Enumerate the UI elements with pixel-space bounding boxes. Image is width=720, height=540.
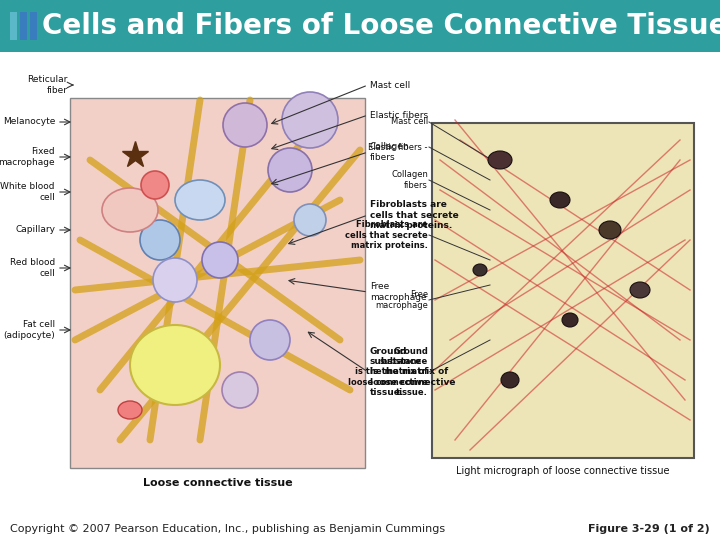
Text: Copyright © 2007 Pearson Education, Inc., publishing as Benjamin Cummings: Copyright © 2007 Pearson Education, Inc.…: [10, 524, 445, 534]
Text: Loose connective tissue: Loose connective tissue: [143, 478, 292, 488]
Text: Elastic fibers: Elastic fibers: [370, 111, 428, 119]
Ellipse shape: [501, 372, 519, 388]
Text: Light micrograph of loose connective tissue: Light micrograph of loose connective tis…: [456, 466, 670, 476]
Text: Fibroblasts are
cells that secrete
matrix proteins.: Fibroblasts are cells that secrete matri…: [370, 200, 459, 230]
Ellipse shape: [175, 180, 225, 220]
Ellipse shape: [294, 204, 326, 236]
Text: Mast cell: Mast cell: [391, 118, 428, 126]
Ellipse shape: [222, 372, 258, 408]
Ellipse shape: [473, 264, 487, 276]
Ellipse shape: [562, 313, 578, 327]
Ellipse shape: [202, 242, 238, 278]
Ellipse shape: [130, 325, 220, 405]
Ellipse shape: [102, 188, 158, 232]
Text: Free
macrophage: Free macrophage: [370, 282, 427, 302]
Text: Reticular
fiber: Reticular fiber: [27, 75, 68, 94]
Ellipse shape: [153, 258, 197, 302]
Text: Fibroblasts are
cells that secrete
matrix proteins.: Fibroblasts are cells that secrete matri…: [346, 220, 428, 250]
Text: Ground
substance
is the matrix of
loose connective
tissue.: Ground substance is the matrix of loose …: [348, 347, 428, 397]
Text: Red blood
cell: Red blood cell: [10, 258, 55, 278]
Bar: [20, 12, 27, 40]
Text: Mast cell: Mast cell: [370, 80, 410, 90]
Text: Free
macrophage: Free macrophage: [375, 291, 428, 310]
Ellipse shape: [118, 401, 142, 419]
Text: Capillary: Capillary: [15, 226, 55, 234]
Text: Ground
substance
is the matrix of
loose connective
tissue.: Ground substance is the matrix of loose …: [370, 347, 456, 397]
Bar: [10, 12, 17, 40]
Ellipse shape: [250, 320, 290, 360]
Ellipse shape: [488, 151, 512, 169]
Bar: [432, 123, 694, 458]
Text: Melanocyte: Melanocyte: [3, 118, 55, 126]
Text: Fixed
macrophage: Fixed macrophage: [0, 147, 55, 167]
Bar: [70, 98, 365, 468]
Ellipse shape: [630, 282, 650, 298]
Ellipse shape: [282, 92, 338, 148]
Text: Collagen
fibers: Collagen fibers: [370, 143, 410, 161]
Text: Collagen
fibers: Collagen fibers: [391, 170, 428, 190]
Text: Figure 3-29 (1 of 2): Figure 3-29 (1 of 2): [588, 524, 710, 534]
Text: Fat cell
(adipocyte): Fat cell (adipocyte): [4, 320, 55, 340]
Ellipse shape: [599, 221, 621, 239]
Ellipse shape: [140, 220, 180, 260]
Bar: [0, 0, 720, 52]
Ellipse shape: [141, 171, 169, 199]
Ellipse shape: [268, 148, 312, 192]
Ellipse shape: [223, 103, 267, 147]
Text: Cells and Fibers of Loose Connective Tissue: Cells and Fibers of Loose Connective Tis…: [42, 12, 720, 40]
Bar: [30, 12, 37, 40]
Ellipse shape: [550, 192, 570, 208]
Text: Elastic fibers -: Elastic fibers -: [369, 143, 428, 152]
Text: White blood
cell: White blood cell: [1, 183, 55, 202]
